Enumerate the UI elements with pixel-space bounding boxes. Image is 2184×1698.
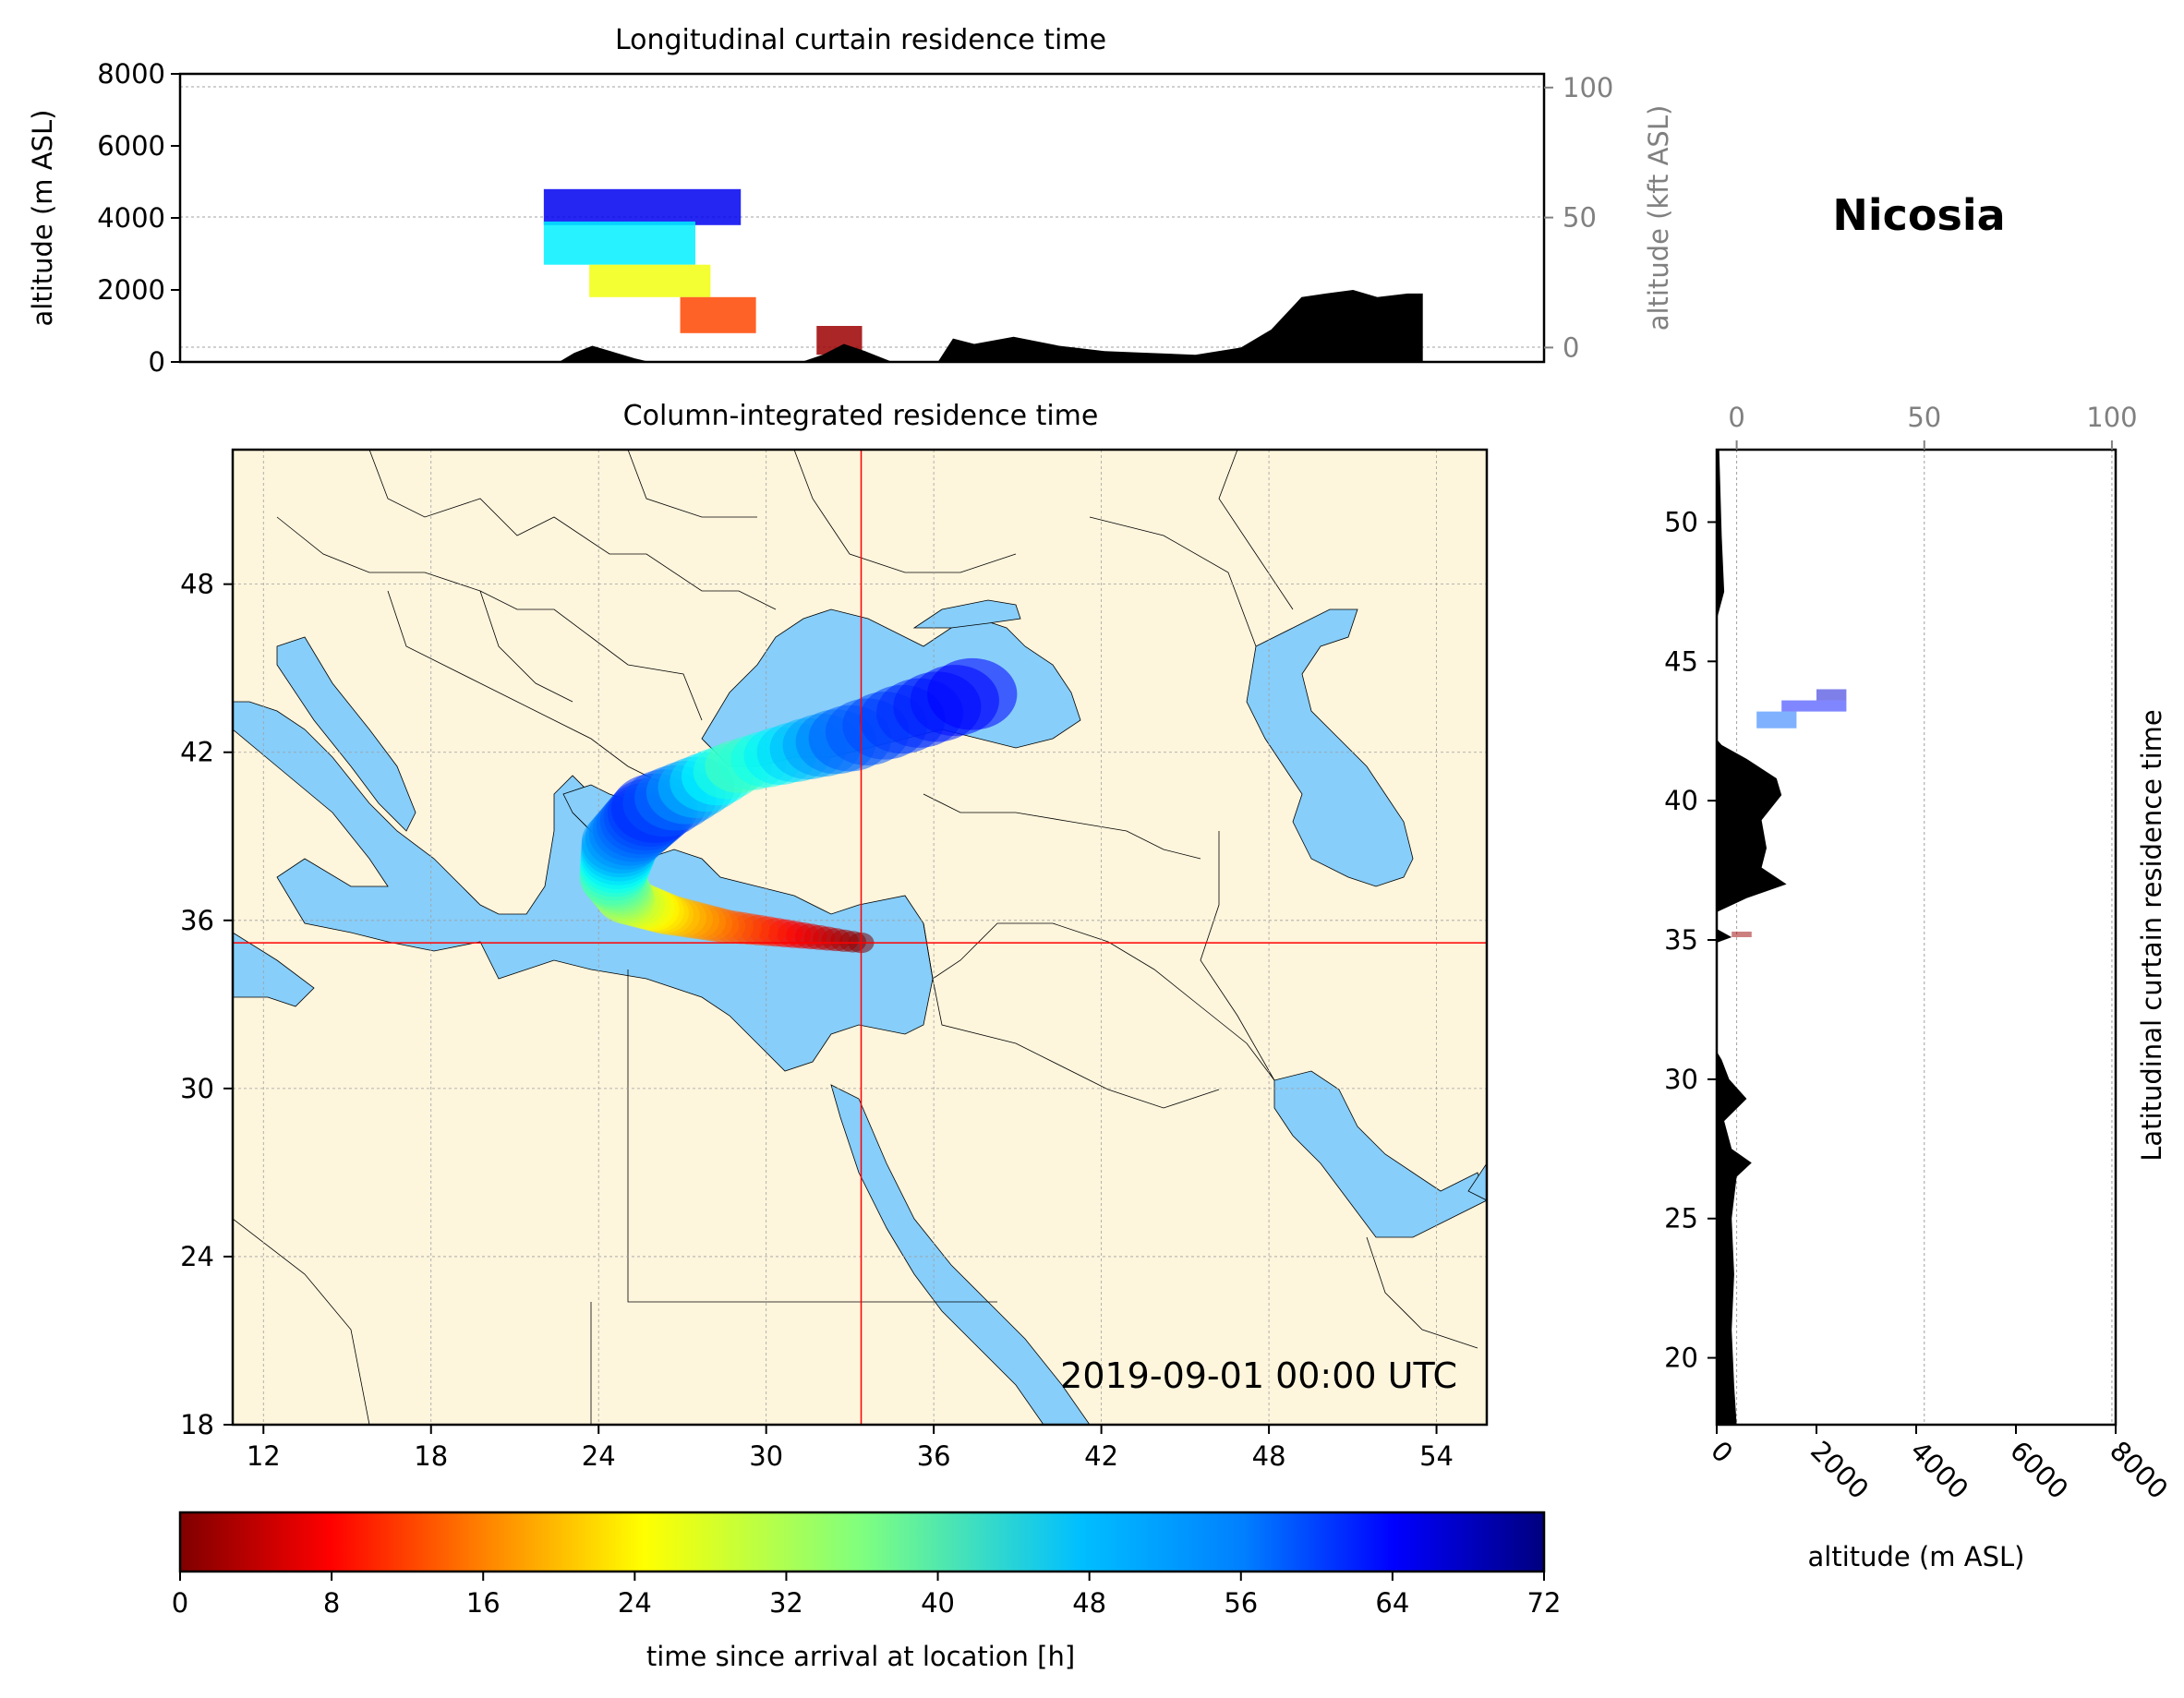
colorbar-tick-label: 8 [323, 1587, 340, 1619]
colorbar-panel: 0 8 16 24 32 40 48 56 64 72 time since arrival at… [172, 1511, 1562, 1672]
map-x-tick-label: 36 [917, 1440, 951, 1472]
map-y-tick-label: 18 [180, 1409, 214, 1440]
map-western-sea [233, 932, 315, 1007]
longitudinal-terrain [180, 290, 1423, 362]
map-x-tick-label: 18 [414, 1440, 448, 1472]
latitudinal-x-tick-label: 6000 [2004, 1435, 2074, 1505]
latitudinal-y-tick-label: 45 [1664, 645, 1698, 677]
latitudinal-x-tick-label: 8000 [2104, 1435, 2174, 1505]
longitudinal-residence-bands [543, 188, 863, 355]
longitudinal-y-tick-label: 6000 [97, 130, 165, 162]
latitudinal-y-tick-label: 40 [1664, 785, 1698, 816]
latitudinal-title: Latitudinal curtain residence time [2136, 709, 2167, 1162]
map-persian-gulf [1273, 1070, 1487, 1238]
map-x-tick-label: 30 [749, 1440, 783, 1472]
colorbar-tick-label: 56 [1224, 1587, 1258, 1619]
latitudinal-y-tick-label: 30 [1664, 1064, 1698, 1095]
colorbar-tick-label: 64 [1375, 1587, 1409, 1619]
longitudinal-residence-band [543, 188, 742, 225]
map-y-tick-label: 42 [180, 737, 214, 768]
location-title: Nicosia [1832, 190, 2005, 240]
latitudinal-gridlines [1736, 450, 2113, 1425]
map-x-tick-label: 42 [1084, 1440, 1118, 1472]
map-caspian-sea [1246, 608, 1414, 887]
colorbar-tick-label: 40 [921, 1587, 955, 1619]
map-residence-plume [579, 657, 1018, 954]
longitudinal-residence-band [589, 264, 711, 297]
longitudinal-curtain-panel: Longitudinal curtain residence time 0 200… [27, 24, 1674, 378]
map-y-tick-label: 24 [180, 1241, 214, 1272]
latitudinal-residence-band [1781, 700, 1847, 712]
colorbar-ticks: 0 8 16 24 32 40 48 56 64 72 [172, 1572, 1562, 1619]
latitudinal-x-tick-label: 0 [1705, 1435, 1739, 1469]
latitudinal-residence-bands [1732, 689, 1847, 937]
latitudinal-residence-band [1732, 931, 1752, 937]
latitudinal-y-tick-label: 25 [1664, 1203, 1698, 1234]
longitudinal-y-ticks: 0 2000 4000 6000 8000 [97, 58, 180, 378]
latitudinal-y-ticks: 20 25 30 35 40 45 50 [1664, 506, 1717, 1374]
map-adriatic-sea [276, 636, 416, 832]
map-x-tick-label: 24 [582, 1440, 616, 1472]
longitudinal-curtain-title: Longitudinal curtain residence time [615, 24, 1106, 56]
colorbar-gradient [178, 1511, 1546, 1573]
longitudinal-y-tick-label: 4000 [97, 202, 165, 234]
longitudinal-y-right-tick-label: 100 [1563, 72, 1613, 103]
latitudinal-residence-band [1816, 689, 1847, 701]
latitudinal-x-ticks: 0 2000 4000 6000 8000 [1705, 1425, 2174, 1505]
latitudinal-plot-frame [1715, 448, 2118, 1427]
latitudinal-y-tick-label: 50 [1664, 506, 1698, 537]
longitudinal-y-tick-label: 2000 [97, 274, 165, 306]
map-x-ticks: 12 18 24 30 36 42 48 54 [247, 1425, 1454, 1472]
map-y-tick-label: 48 [180, 569, 214, 600]
latitudinal-y-tick-label: 35 [1664, 924, 1698, 956]
longitudinal-ylabel-right: altitude (kft ASL) [1643, 105, 1674, 331]
longitudinal-y-tick-label: 8000 [97, 58, 165, 90]
map-red-sea [830, 1084, 1091, 1425]
latitudinal-xlabel: altitude (m ASL) [1808, 1541, 2025, 1572]
colorbar-tick-label: 0 [172, 1587, 188, 1619]
map-y-ticks: 18 24 30 36 42 48 [180, 569, 233, 1440]
longitudinal-y-right-tick-label: 0 [1563, 331, 1579, 363]
latitudinal-x-top-tick-label: 100 [2086, 402, 2137, 433]
map-title: Column-integrated residence time [623, 400, 1099, 432]
longitudinal-y-right-tick-label: 50 [1563, 202, 1597, 234]
latitudinal-residence-band [1756, 711, 1797, 729]
map-y-tick-label: 36 [180, 905, 214, 936]
latitudinal-y-tick-label: 20 [1664, 1343, 1698, 1374]
latitudinal-x-tick-label: 4000 [1904, 1435, 1974, 1505]
colorbar-tick-label: 24 [618, 1587, 652, 1619]
longitudinal-ylabel: altitude (m ASL) [27, 110, 58, 327]
latitudinal-x-tick-label: 2000 [1804, 1435, 1875, 1505]
map-y-tick-label: 30 [180, 1073, 214, 1104]
map-country-borders [233, 450, 1478, 1425]
colorbar-tick-label: 72 [1527, 1587, 1562, 1619]
map-frame [231, 448, 1489, 1427]
map-x-tick-label: 54 [1419, 1440, 1454, 1472]
latitudinal-x-top-tick-label: 50 [1907, 402, 1941, 433]
longitudinal-y-ticks-right: 0 50 100 [1544, 72, 1613, 363]
map-plume-point [927, 657, 1018, 730]
longitudinal-residence-band [680, 296, 756, 333]
map-x-tick-label: 12 [247, 1440, 281, 1472]
latitudinal-x-ticks-top: 0 50 100 [1728, 402, 2138, 450]
latitudinal-x-top-tick-label: 0 [1728, 402, 1744, 433]
map-timestamp: 2019-09-01 00:00 UTC [1060, 1355, 1457, 1396]
map-canvas [233, 450, 1487, 1425]
latitudinal-terrain [1717, 450, 1787, 1425]
map-x-tick-label: 48 [1252, 1440, 1286, 1472]
colorbar-tick-label: 16 [466, 1587, 501, 1619]
column-integrated-map-panel: Column-integrated residence time [180, 400, 1489, 1472]
longitudinal-residence-band [543, 221, 695, 265]
colorbar-tick-label: 32 [769, 1587, 803, 1619]
longitudinal-y-tick-label: 0 [149, 346, 165, 378]
map-arabian-sea [1467, 1162, 1487, 1201]
colorbar-label: time since arrival at location [h] [646, 1641, 1075, 1672]
map-azov-sea [912, 599, 1021, 629]
colorbar-tick-label: 48 [1072, 1587, 1106, 1619]
